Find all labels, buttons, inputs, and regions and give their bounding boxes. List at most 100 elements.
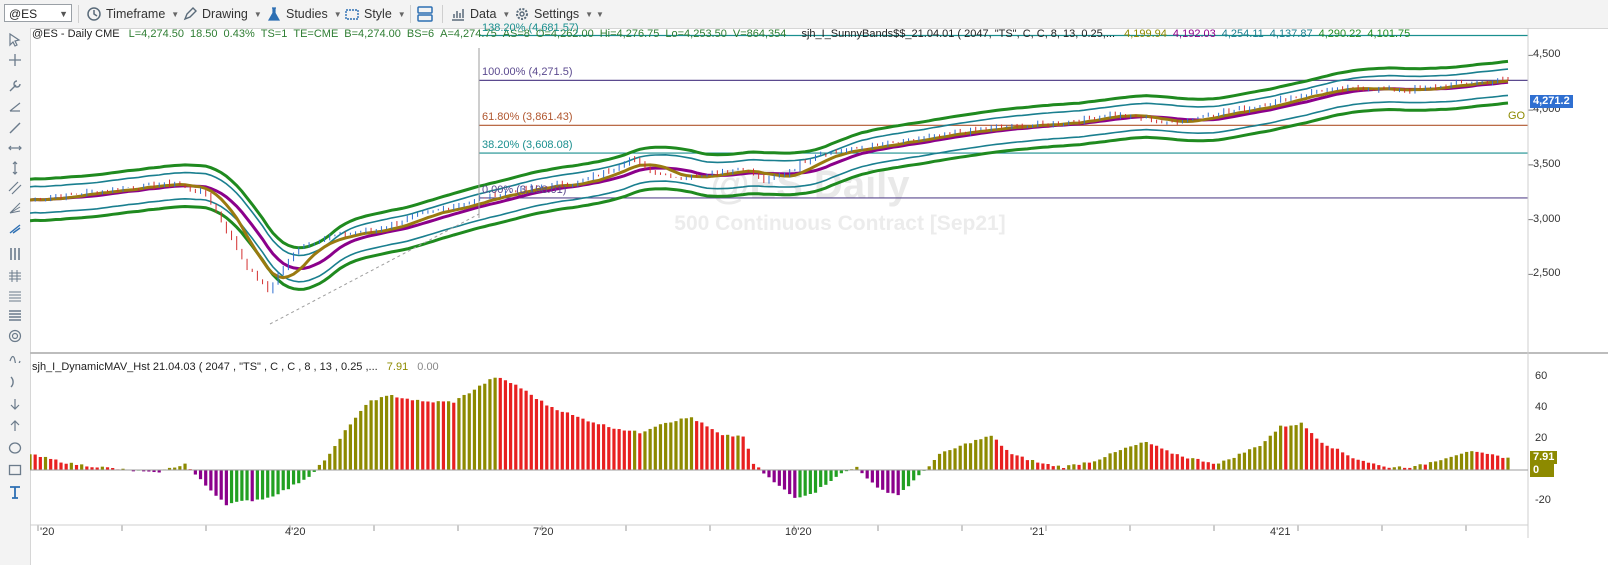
study-label: sjh_I_SunnyBands$$_21.04.01 ( 2047, "TS"…	[801, 28, 1116, 40]
histogram-bar	[1191, 458, 1195, 470]
studies-button[interactable]: Studies ▼	[266, 4, 342, 24]
more-button[interactable]: ▼	[594, 4, 604, 24]
price-stat: TE=CME	[293, 28, 339, 40]
histogram-bar	[1211, 463, 1216, 470]
outer-band-lower	[30, 101, 1509, 291]
histogram-bar	[550, 407, 554, 470]
angle-tool[interactable]	[6, 98, 24, 114]
chevron-down-icon: ▼	[397, 9, 406, 19]
chevron-down-icon: ▼	[502, 9, 511, 19]
arrow-down-tool[interactable]	[6, 396, 24, 412]
histogram-bar	[415, 399, 420, 470]
histogram-bar	[436, 401, 440, 470]
histogram-bar	[1217, 463, 1221, 470]
histogram-bar	[534, 399, 539, 470]
histogram-bar	[312, 470, 316, 472]
text-tool[interactable]	[6, 484, 24, 500]
fib-retracement-tool[interactable]	[6, 288, 24, 304]
study-value: 4,199.94	[1124, 28, 1167, 40]
toolbar: @ES ▼ Timeframe ▼ Drawing ▼ Studies ▼ Style…	[0, 0, 1608, 29]
arc-tool[interactable]	[6, 374, 24, 390]
grid-icon	[9, 270, 21, 282]
symbol-input[interactable]: @ES ▼	[4, 4, 72, 22]
histogram-bars	[30, 377, 1510, 506]
histogram-bar	[400, 398, 404, 470]
histogram-bar	[266, 470, 270, 498]
histogram-bar	[1413, 466, 1417, 470]
trendline-tool[interactable]	[6, 120, 24, 136]
bars-tool[interactable]	[6, 246, 24, 262]
histogram-bar	[607, 427, 611, 470]
spiral-tool[interactable]	[6, 328, 24, 344]
cycle-tool[interactable]	[6, 348, 24, 364]
pitchfork-tool[interactable]	[6, 220, 24, 236]
histogram-bar	[74, 464, 79, 470]
histogram-bar	[49, 458, 53, 470]
histogram-bar	[472, 389, 477, 470]
histogram-bar	[1144, 441, 1148, 470]
layout-button[interactable]	[416, 4, 434, 24]
histogram-bar	[390, 395, 394, 470]
histogram-bar	[627, 430, 632, 470]
gann-tool[interactable]	[6, 268, 24, 284]
histogram-bar	[1341, 452, 1345, 470]
data-button[interactable]: Data ▼	[450, 4, 510, 24]
fib-extension-tool[interactable]	[6, 308, 24, 324]
chart-area[interactable]: @ES Daily 500 Continuous Contract [Sep21…	[30, 22, 1608, 565]
histogram-bar	[478, 385, 482, 470]
arrow-up-tool[interactable]	[6, 418, 24, 434]
histogram-bar	[1304, 428, 1309, 470]
indicator-axis-label: 40	[1535, 401, 1548, 413]
histogram-bar	[183, 463, 187, 470]
rectangle-tool[interactable]	[6, 462, 24, 478]
gear-icon	[516, 8, 528, 20]
pointer-tool[interactable]	[6, 32, 24, 48]
histogram-bar	[1154, 445, 1159, 470]
toolbar-divider	[410, 5, 411, 23]
drawing-button[interactable]: Drawing ▼	[182, 4, 262, 24]
channel-tool[interactable]	[6, 180, 24, 196]
ellipse-tool[interactable]	[6, 440, 24, 456]
horizontal-line-tool[interactable]	[6, 140, 24, 156]
style-button[interactable]: Style ▼	[344, 4, 406, 24]
price-stat: A=4,274.75	[440, 28, 497, 40]
indicator-current-tag: 7.91	[1530, 451, 1558, 464]
histogram-bar	[658, 424, 663, 470]
histogram-bar	[514, 384, 518, 470]
time-axis-label: 4'20	[285, 526, 306, 538]
time-axis-label: '21	[1030, 526, 1045, 538]
settings-button[interactable]: Settings ▼	[514, 4, 593, 24]
histogram-bar	[1428, 462, 1433, 470]
vertical-line-tool[interactable]	[6, 160, 24, 176]
histogram-bar	[1449, 456, 1453, 470]
wrench-tool[interactable]	[6, 78, 24, 94]
histogram-bar	[886, 470, 890, 493]
gridlines	[37, 54, 1533, 531]
last-price-tag: 4,271.2	[1530, 95, 1573, 108]
histogram-bar	[374, 400, 378, 470]
histogram-bar	[772, 470, 776, 483]
rectangle-icon	[8, 464, 22, 476]
chart-canvas[interactable]: @ES Daily 500 Continuous Contract [Sep21…	[30, 28, 1608, 565]
histogram-bar	[410, 400, 415, 470]
histogram-bar	[844, 470, 849, 472]
histogram-bar	[767, 470, 771, 478]
histogram-bar	[937, 453, 942, 470]
histogram-bar	[43, 456, 48, 470]
histogram-bar	[281, 470, 285, 491]
histogram-bar	[1092, 461, 1097, 470]
fib-level-label: 100.00% (4,271.5)	[482, 66, 573, 79]
study-value: 4,192.03	[1172, 28, 1216, 40]
histogram-bar	[173, 467, 177, 470]
histogram-bar	[839, 470, 843, 474]
time-axis-label: '20	[40, 526, 55, 538]
chevron-down-icon[interactable]: ▼	[59, 9, 68, 19]
histogram-bar	[1061, 468, 1066, 470]
crosshair-tool[interactable]	[6, 52, 24, 68]
style-icon	[345, 9, 359, 20]
histogram-bar	[560, 411, 564, 470]
fib-level-label: 0.00% (3,198.01)	[482, 183, 567, 196]
fan-tool[interactable]	[6, 200, 24, 216]
histogram-bar	[64, 463, 68, 470]
timeframe-button[interactable]: Timeframe ▼	[86, 4, 179, 24]
